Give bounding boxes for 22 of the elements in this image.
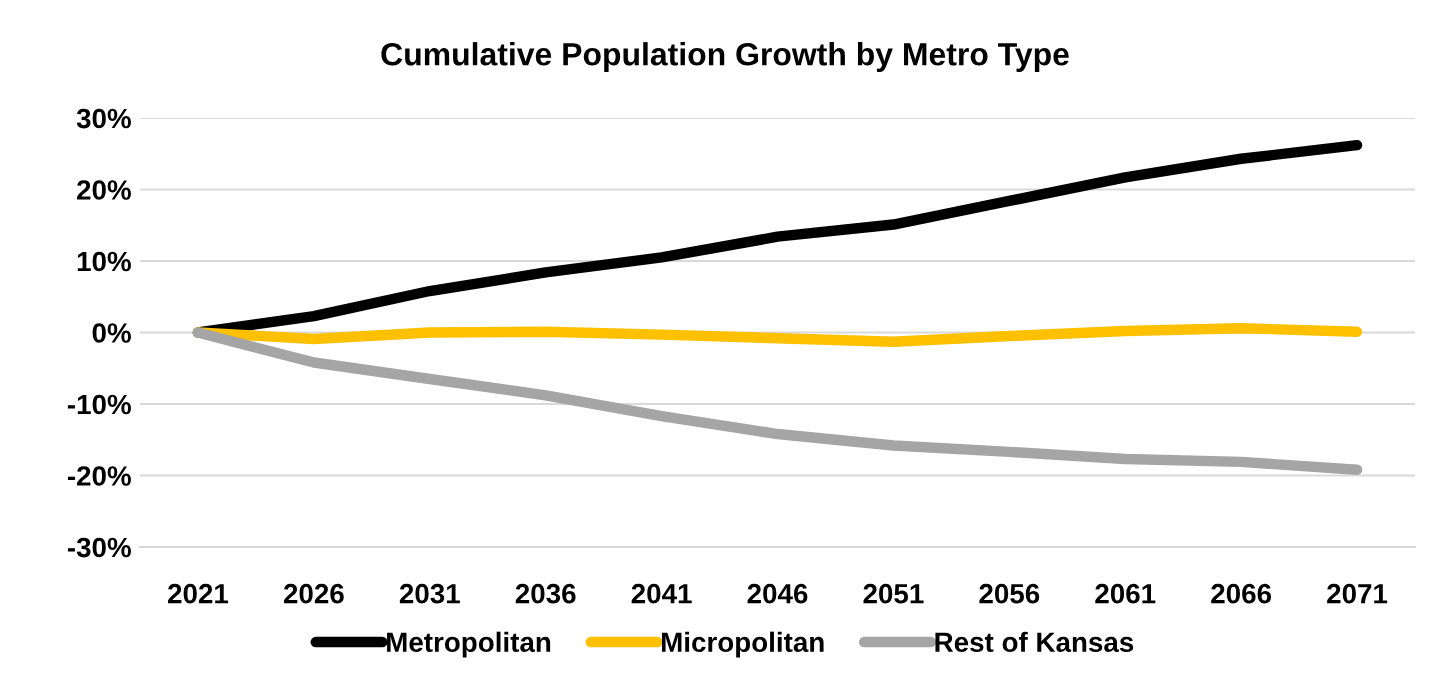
x-tick-label: 2061 (1095, 583, 1156, 604)
x-tick-label: 2031 (399, 583, 460, 604)
y-tick-label: 0% (92, 323, 131, 343)
y-tick-label: -20% (67, 466, 131, 486)
x-tick-label: 2056 (979, 583, 1040, 604)
x-tick-label: 2026 (283, 583, 344, 604)
x-tick-label: 2071 (1327, 583, 1388, 604)
y-tick-label: -30% (67, 537, 131, 558)
y-tick-label: -10% (67, 394, 131, 415)
chart-title: Cumulative Population Growth by Metro Type (381, 42, 1069, 72)
legend-label: Metropolitan (387, 631, 551, 658)
y-tick-label: 30% (76, 108, 131, 129)
x-tick-label: 2051 (863, 583, 924, 604)
x-tick-label: 2046 (747, 583, 808, 604)
x-tick-label: 2066 (1211, 583, 1272, 604)
legend-label: Rest of Kansas (935, 631, 1134, 653)
legend-label: Micropolitan (662, 631, 824, 658)
y-tick-label: 20% (77, 180, 131, 200)
y-tick-label: 10% (77, 251, 131, 272)
x-tick-label: 2036 (515, 583, 576, 604)
x-tick-label: 2041 (631, 583, 692, 604)
x-tick-label: 2021 (168, 583, 229, 604)
